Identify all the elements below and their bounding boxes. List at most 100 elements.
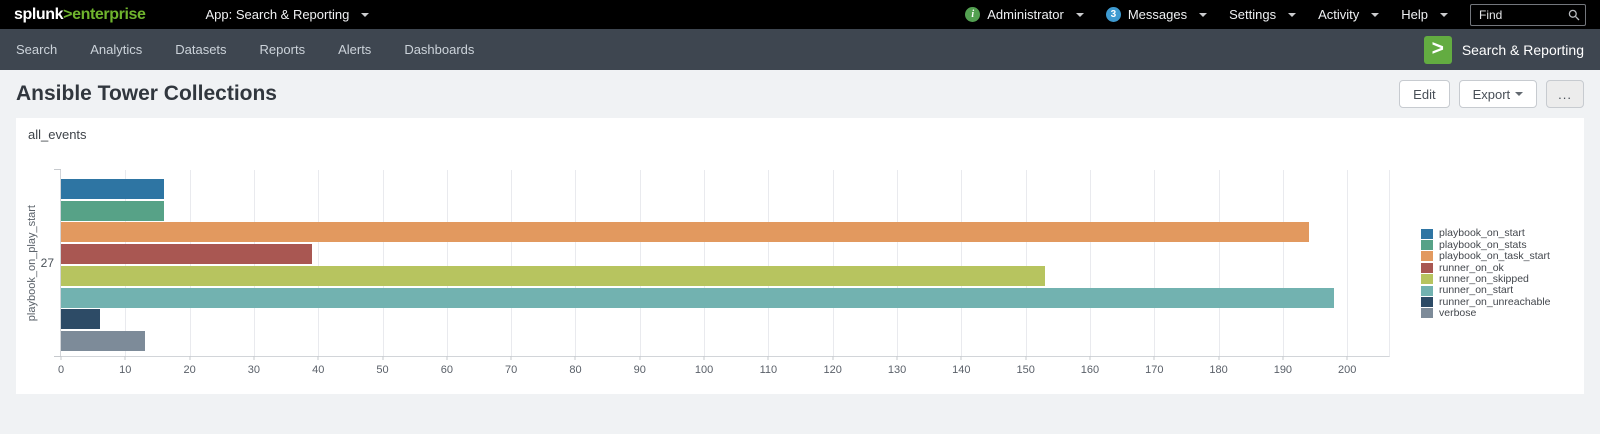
gridline [639,170,641,356]
x-axis-label: 180 [1209,364,1228,376]
gridline [382,170,384,356]
bar-runner_on_ok[interactable] [61,244,312,265]
export-button-label: Export [1472,86,1511,102]
x-axis-label: 10 [119,364,132,376]
legend-swatch-icon [1421,228,1433,239]
bar-verbose[interactable] [61,330,145,351]
bar-playbook_on_stats[interactable] [61,200,164,221]
more-actions-button[interactable]: ... [1546,80,1584,108]
legend-label: runner_on_ok [1439,261,1504,274]
legend-swatch-icon [1421,285,1433,296]
info-icon: i [965,7,981,22]
app-name: Search & Reporting [1461,41,1584,58]
x-axis-tick [446,356,448,360]
gridline [318,170,320,356]
legend-label: verbose [1439,307,1477,320]
bar-playbook_on_task_start[interactable] [61,222,1309,243]
top-bar: splunk>enterprise App: Search & Reportin… [0,0,1600,29]
x-axis-label: 30 [247,364,261,376]
app-menu[interactable]: App: Search & Reporting [206,7,370,22]
x-axis-tick [1218,356,1220,360]
messages-menu-label: Messages [1127,7,1188,22]
x-axis-label: 200 [1338,364,1357,376]
logo-enterprise-text: enterprise [72,5,146,23]
x-axis-tick [767,356,769,360]
settings-menu[interactable]: Settings [1229,7,1297,22]
x-axis-tick [896,356,898,360]
help-menu[interactable]: Help [1401,7,1448,22]
gridline [575,170,577,356]
x-axis-tick [703,356,705,360]
x-axis-tick [189,356,191,360]
legend-swatch-icon [1421,262,1433,273]
legend-item[interactable]: runner_on_skipped [1421,274,1551,285]
nav-item-reports[interactable]: Reports [259,42,306,57]
x-axis-label: 110 [759,364,778,376]
activity-menu[interactable]: Activity [1318,7,1380,22]
x-axis-label: 170 [1145,364,1164,376]
find-input[interactable] [1470,3,1586,26]
gridline [832,170,834,356]
user-menu[interactable]: i Administrator [965,7,1084,22]
legend-label: playbook_on_stats [1439,238,1527,251]
find-search [1470,3,1586,26]
legend-item[interactable]: playbook_on_start [1421,228,1551,239]
gridline [446,170,448,356]
x-axis-tick [1282,356,1284,360]
nav-item-dashboards[interactable]: Dashboards [404,42,475,57]
chevron-down-icon [1440,12,1448,17]
bar-runner_on_start[interactable] [61,287,1335,308]
bar-runner_on_skipped[interactable] [61,265,1045,286]
bar-runner_on_unreachable[interactable] [61,309,100,330]
nav-item-search[interactable]: Search [16,42,58,57]
logo-splunk-text: splunk [14,5,64,23]
x-axis-label: 140 [952,364,971,376]
gridline [511,170,513,356]
nav-item-alerts[interactable]: Alerts [338,42,372,57]
y-axis-tick [54,169,61,170]
export-button[interactable]: Export [1458,80,1538,108]
chevron-down-icon [1199,12,1208,17]
edit-button[interactable]: Edit [1399,80,1450,108]
activity-menu-label: Activity [1318,7,1360,22]
legend-item[interactable]: verbose [1421,308,1551,319]
gridline [1154,170,1156,356]
chevron-down-icon [1515,92,1524,96]
x-axis-label: 160 [1080,364,1100,376]
gridline [1347,170,1349,356]
legend: playbook_on_start playbook_on_stats playbo… [1421,228,1551,319]
chevron-down-icon [1075,12,1084,17]
legend-item[interactable]: playbook_on_task_start [1421,251,1551,262]
legend-label: playbook_on_start [1439,227,1525,240]
legend-item[interactable]: runner_on_unreachable [1421,295,1551,308]
x-axis-tick [574,356,576,360]
gridline [768,170,770,356]
splunk-logo[interactable]: splunk>enterprise [14,6,146,24]
appbar-right: > Search & Reporting [1423,35,1584,64]
legend-item[interactable]: playbook_on_stats [1421,238,1551,251]
plot-area: 0 10 20 30 40 50 60 70 80 90 100 110 120 130 140 150 160… [54,169,1390,376]
header-actions: Edit Export ... [1399,80,1584,108]
x-axis-label: 130 [887,364,907,376]
x-axis-tick [1089,356,1091,360]
bar-playbook_on_start[interactable] [61,179,164,199]
legend-item[interactable]: runner_on_ok [1421,262,1551,273]
nav-item-datasets[interactable]: Datasets [175,42,227,57]
legend-swatch-icon [1421,308,1433,319]
x-axis-tick [124,356,126,360]
nav-item-analytics[interactable]: Analytics [90,42,143,57]
app-nav-bar: Search Analytics Datasets Reports Alerts Dash… [0,29,1600,70]
legend-swatch-icon [1421,297,1433,308]
y-axis-category-label: 27 [40,256,54,270]
y-axis-tick [54,356,61,357]
x-axis-label: 20 [183,364,196,376]
x-axis-label: 60 [440,364,453,376]
legend-item[interactable]: runner_on_start [1421,285,1551,296]
legend-label: runner_on_start [1439,284,1514,297]
search-reporting-app-icon[interactable]: > [1423,35,1452,64]
legend-label: runner_on_unreachable [1439,295,1551,308]
page-title: Ansible Tower Collections [16,82,277,105]
messages-menu[interactable]: 3 Messages [1105,7,1208,22]
x-axis-label: 70 [505,364,518,376]
chevron-down-icon [1288,12,1297,17]
